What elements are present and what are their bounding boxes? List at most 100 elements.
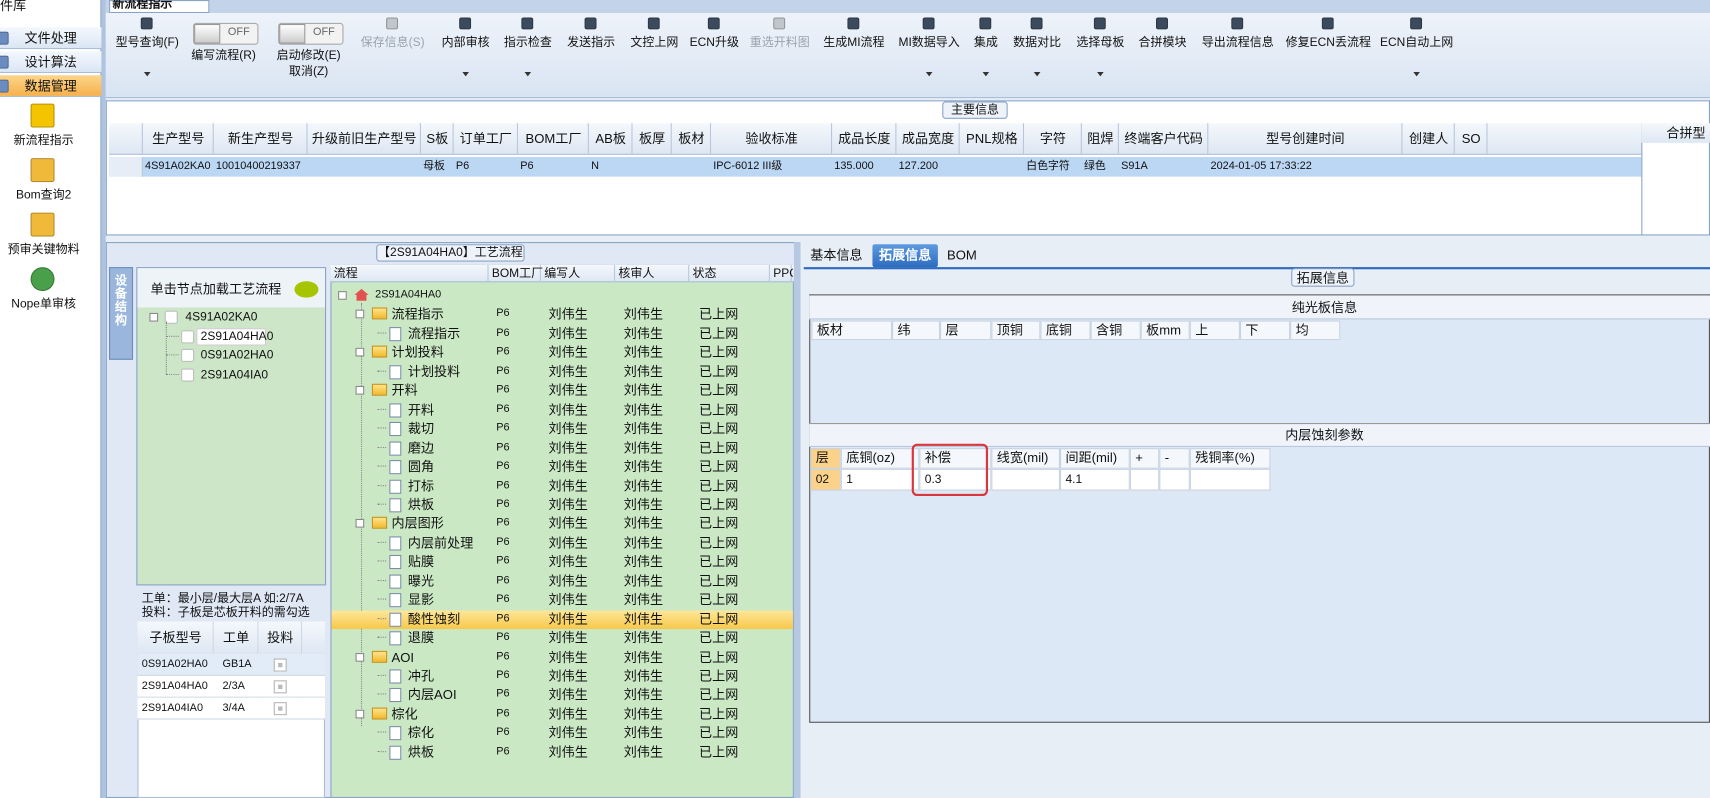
flow-cell: P6 (496, 441, 510, 454)
flow-header-label: BOM工厂 (491, 267, 544, 281)
selected-row[interactable] (109, 156, 1642, 177)
flow-node[interactable]: 磨边 (407, 439, 435, 456)
toolbar-icon (584, 17, 597, 30)
flow-node[interactable]: 流程指示 (391, 306, 444, 323)
header-cell (919, 448, 992, 469)
data-cell[interactable] (1060, 468, 1130, 491)
toolbar-label: 导出流程信息 (1201, 35, 1274, 50)
flow-node[interactable]: 开料 (407, 401, 435, 418)
document-tab[interactable] (109, 0, 210, 14)
flow-table (330, 264, 794, 798)
flow-cell: 刘伟生 (548, 478, 588, 494)
side-tab[interactable] (109, 267, 134, 360)
column-header: S板 (426, 130, 449, 147)
toolbar-label: 保存信息(S) (360, 35, 425, 50)
toolbar-icon (521, 17, 534, 30)
header-cell (1402, 123, 1455, 155)
tool-label[interactable]: Bom查询2 (15, 188, 72, 202)
note: 工单：最小层/最大层A 如:2/7A (141, 591, 304, 606)
flow-node[interactable]: 贴膜 (407, 554, 435, 570)
flow-cell: 刘伟生 (548, 306, 588, 323)
cell-value: 10010400219337 (215, 160, 301, 173)
tree-line (377, 598, 387, 600)
tool-label[interactable]: 新流程指示 (13, 134, 74, 148)
flow-cell: P6 (496, 460, 510, 473)
flow-cell: 已上网 (699, 439, 739, 456)
flow-cell: 已上网 (699, 649, 739, 665)
flow-node[interactable]: 内层图形 (391, 516, 444, 532)
data-cell[interactable] (919, 468, 992, 491)
table-header (109, 123, 1642, 155)
flow-node[interactable]: 内层前处理 (407, 535, 474, 551)
menu-item[interactable] (0, 75, 102, 98)
header-cell (940, 320, 992, 341)
menu-item[interactable] (0, 51, 102, 74)
flow-node[interactable]: 开料 (391, 382, 418, 399)
flow-node[interactable]: 烘板 (407, 744, 435, 760)
flow-node[interactable]: 圆角 (407, 459, 435, 475)
toolbar-label: 取消(Z) (288, 65, 329, 79)
side-header-label: 合拼型 (1666, 125, 1706, 141)
document-icon (389, 326, 402, 342)
tree-node[interactable]: 2S91A04HA0 (200, 330, 274, 344)
sub-header: 投料 (267, 630, 294, 646)
toolbar-icon (1231, 17, 1244, 30)
toolbar-label: 内部审核 (441, 35, 490, 50)
toolbar-icon (707, 17, 720, 30)
detail-tab[interactable] (872, 244, 938, 268)
flow-node[interactable]: 计划投料 (407, 363, 461, 380)
header-cell (1040, 320, 1091, 341)
header-cell (1090, 320, 1141, 341)
flow-node[interactable]: 曝光 (407, 573, 435, 589)
column-header: 残铜率(%) (1195, 450, 1255, 466)
flow-node[interactable]: 冲孔 (407, 668, 435, 684)
flow-node[interactable]: 退膜 (407, 630, 435, 646)
tree-line (377, 370, 387, 372)
data-cell[interactable] (1129, 468, 1160, 491)
data-cell[interactable] (991, 468, 1061, 491)
flow-cell: 已上网 (699, 668, 739, 684)
home-icon (354, 288, 369, 301)
toolbar-label: 数据对比 (1013, 35, 1062, 50)
toolbar-label: 发送指示 (567, 35, 616, 50)
tree-node[interactable]: 0S91A02HA0 (200, 349, 274, 363)
flow-node[interactable]: 打标 (407, 478, 435, 494)
tool-label[interactable]: Nope单审核 (11, 297, 76, 311)
tree-node[interactable]: 2S91A04IA0 (200, 368, 269, 382)
flow-node[interactable]: 酸性蚀刻 (407, 611, 461, 627)
flow-cell: 刘伟生 (548, 573, 588, 589)
node-icon (181, 368, 195, 382)
flow-node[interactable]: 内层AOI (407, 687, 457, 703)
flow-node[interactable]: 裁切 (407, 420, 435, 437)
flow-node[interactable]: 流程指示 (407, 325, 461, 342)
column-header: 顶铜 (996, 322, 1023, 338)
flow-cell: 刘伟生 (623, 325, 664, 342)
tool-label[interactable]: 预审关键物料 (7, 243, 80, 257)
header-cell (214, 123, 308, 155)
flow-header-cell (770, 264, 792, 283)
data-cell[interactable] (840, 468, 920, 491)
cell-value: 0.3 (924, 473, 942, 487)
flow-node[interactable]: 显影 (407, 592, 435, 608)
menu-item[interactable] (0, 27, 102, 50)
data-cell[interactable] (1159, 468, 1190, 491)
flow-node[interactable]: 棕化 (407, 725, 435, 741)
column-header: - (1164, 450, 1170, 466)
flow-node[interactable]: 烘板 (407, 497, 435, 513)
flow-cell: 已上网 (699, 630, 739, 646)
data-cell[interactable] (1189, 468, 1271, 491)
toolbar-label: 重选开料图 (749, 35, 810, 50)
sub-header: 子板型号 (149, 630, 202, 646)
dropdown-arrow (1097, 71, 1104, 77)
header-cell (1129, 448, 1160, 469)
flow-node[interactable]: AOI (391, 649, 415, 665)
flow-node[interactable]: 计划投料 (391, 344, 444, 361)
flow-node[interactable]: 棕化 (391, 706, 418, 722)
cell-value: 4.1 (1065, 473, 1083, 487)
column-header: 验收标准 (745, 130, 798, 147)
corner-cell (109, 123, 143, 155)
column-header: 成品宽度 (901, 130, 955, 147)
toolbar-label: 选择母板 (1076, 35, 1125, 50)
data-cell[interactable] (810, 468, 841, 491)
